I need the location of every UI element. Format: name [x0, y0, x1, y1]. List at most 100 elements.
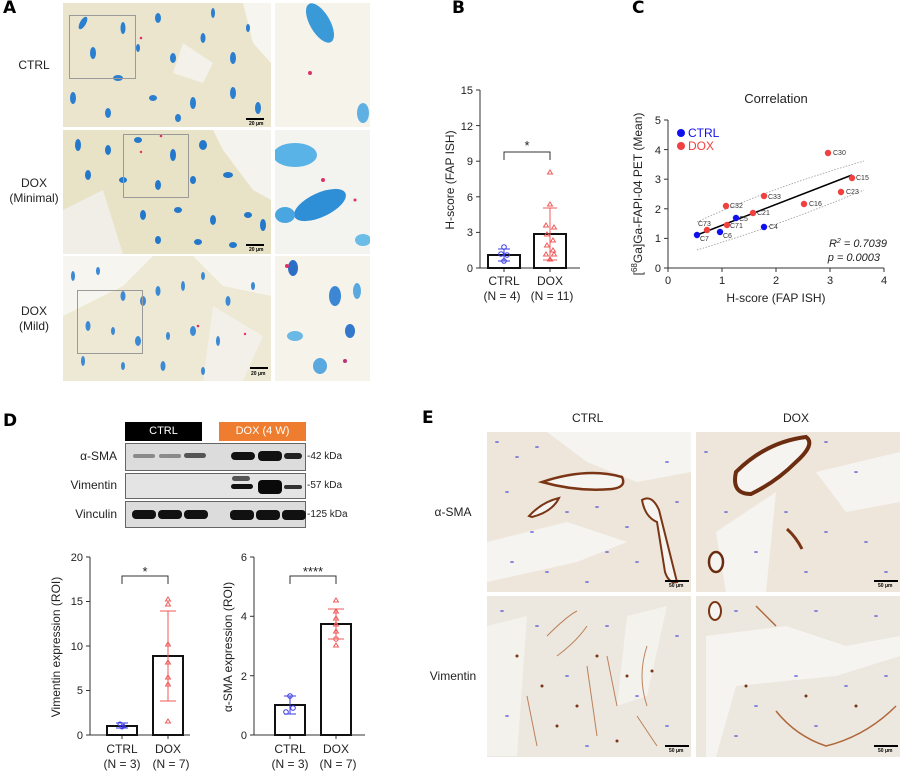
- xtick-ctrl: CTRL: [488, 274, 520, 288]
- chart-d-asma: 0 2 4 6 α-SMA expression (ROI) **** CTRL…: [221, 552, 365, 771]
- row-sublabel-text: (Mild): [19, 319, 49, 333]
- kda-marker: -125 kDa: [307, 509, 348, 520]
- r2-annotation: R2 = 0.7039: [829, 238, 887, 250]
- scale-bar-label: 20 μm: [249, 121, 264, 127]
- ytick: 6: [467, 192, 473, 204]
- ytick: 12: [461, 121, 473, 133]
- inset-box: [123, 134, 189, 198]
- xtick-ctrl-n: (N = 3): [271, 757, 308, 771]
- scale-bar: [874, 745, 898, 747]
- panel-letter-e: E: [422, 408, 434, 428]
- row-label-dox-mild: DOX (Mild): [4, 304, 64, 334]
- svg-text:C71: C71: [730, 223, 743, 230]
- ytick: 3: [467, 227, 473, 239]
- ish-zoom-dox-minimal: [275, 130, 370, 254]
- scale-bar: [246, 244, 264, 246]
- ytick: 9: [467, 156, 473, 168]
- svg-text:C16: C16: [809, 201, 822, 208]
- ish-zoom-dox-mild: [275, 256, 370, 381]
- row-label-text: DOX: [20, 176, 47, 190]
- zoom-pattern: [275, 130, 370, 254]
- xtick-ctrl: CTRL: [274, 742, 306, 756]
- significance-marker: *: [142, 564, 147, 579]
- svg-text:C21: C21: [757, 210, 770, 217]
- ish-image-dox-minimal: 20 μm: [63, 130, 271, 254]
- legend-dox-label: DOX: [688, 139, 714, 153]
- svg-text:C73: C73: [698, 221, 711, 228]
- y-axis-label: [68Ga]Ga-FAPI-04 PET (Mean): [630, 113, 645, 276]
- bar-ctrl: [106, 725, 138, 736]
- blot-label-asma: α-SMA: [80, 449, 117, 463]
- ytick: 10: [71, 641, 83, 653]
- zoom-pattern: [275, 256, 370, 381]
- xtick-dox: DOX: [537, 274, 563, 288]
- xtick: 1: [719, 275, 725, 287]
- xtick-dox-n: (N = 11): [531, 289, 574, 303]
- xtick: 2: [773, 275, 779, 287]
- legend-dox-marker: [677, 142, 685, 150]
- svg-text:C32: C32: [730, 203, 743, 210]
- ytick: 15: [71, 596, 83, 608]
- nuclei-pattern: [63, 130, 271, 254]
- ytick: 1: [655, 233, 661, 245]
- chart-d-vimentin: 0 5 10 15 20 Vimentin expression (ROI) *…: [49, 552, 190, 771]
- ihc-image-dox-vimentin: 50 μm: [696, 596, 900, 757]
- scale-bar: [874, 580, 898, 582]
- svg-text:C6: C6: [723, 233, 732, 240]
- ihc-image-dox-asma: 50 μm: [696, 432, 900, 592]
- svg-text:C33: C33: [768, 194, 781, 201]
- zoom-pattern: [275, 3, 370, 127]
- ytick: 0: [241, 730, 247, 742]
- ihc-image-ctrl-vimentin: 50 μm: [487, 596, 691, 757]
- inset-box: [77, 290, 143, 354]
- row-label-asma: α-SMA: [434, 505, 472, 519]
- fit-line: [696, 174, 853, 236]
- blot-label-vimentin: Vimentin: [70, 478, 117, 492]
- svg-text:C30: C30: [833, 150, 846, 157]
- scale-bar: [665, 580, 689, 582]
- svg-text:C4: C4: [769, 224, 778, 231]
- chart-title: Correlation: [744, 91, 808, 106]
- xtick: 3: [827, 275, 833, 287]
- blot-vinculin: [125, 501, 306, 528]
- xtick-dox-n: (N = 7): [152, 757, 189, 771]
- ytick: 5: [655, 115, 661, 127]
- ihc-pattern: [696, 432, 900, 592]
- row-label-text: CTRL: [18, 58, 50, 72]
- ytick: 0: [655, 263, 661, 275]
- ytick: 20: [71, 552, 83, 564]
- blot-label-vinculin: Vinculin: [75, 507, 117, 521]
- scale-bar: [665, 745, 689, 747]
- blot-header-dox: DOX (4 W): [219, 422, 306, 441]
- ytick: 5: [77, 685, 83, 697]
- significance-marker: ****: [303, 564, 323, 579]
- ihc-image-ctrl-asma: 50 μm: [487, 432, 691, 592]
- svg-text:C7: C7: [700, 236, 709, 243]
- ytick: 0: [77, 730, 83, 742]
- ytick: 3: [655, 174, 661, 186]
- ihc-pattern: [487, 432, 691, 592]
- y-axis-label: α-SMA expression (ROI): [221, 582, 235, 712]
- scale-bar: [250, 367, 268, 369]
- xtick-dox: DOX: [323, 742, 349, 756]
- ytick: 2: [655, 204, 661, 216]
- panel-letter-b: B: [452, 0, 465, 18]
- row-label-vimentin: Vimentin: [429, 669, 477, 683]
- x-axis-label: H-score (FAP ISH): [726, 291, 825, 305]
- xtick-ctrl: CTRL: [106, 742, 138, 756]
- ish-image-dox-mild: 20 μm: [63, 256, 271, 381]
- panel-letter-a: A: [3, 0, 17, 18]
- significance-marker: *: [524, 138, 529, 153]
- svg-text:C23: C23: [846, 189, 859, 196]
- blot-asma: [125, 443, 306, 471]
- inset-box: [69, 15, 136, 79]
- row-label-dox-minimal: DOX (Minimal): [4, 176, 64, 206]
- svg-text:C15: C15: [856, 175, 869, 182]
- xtick: 0: [665, 275, 671, 287]
- scale-bar-label: 20 μm: [249, 247, 264, 253]
- blot-header-ctrl: CTRL: [125, 422, 202, 441]
- y-axis-label: Vimentin expression (ROI): [49, 577, 63, 718]
- y-axis-label: H-score (FAP ISH): [443, 130, 457, 229]
- ytick: 6: [241, 552, 247, 564]
- blot-vimentin: [125, 473, 306, 499]
